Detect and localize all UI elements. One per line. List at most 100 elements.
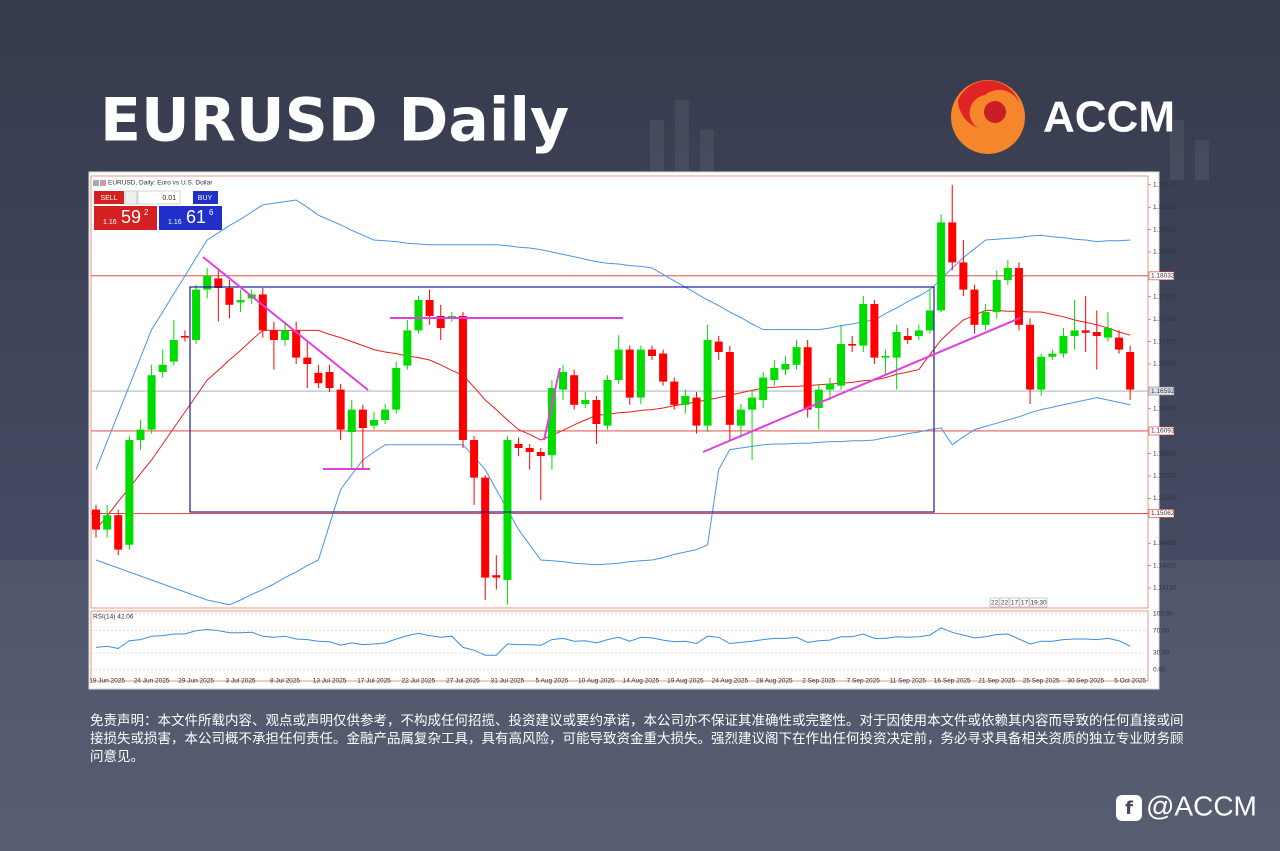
moving-average xyxy=(95,309,1131,530)
candle-body xyxy=(670,381,679,405)
candle-body xyxy=(203,276,212,290)
candle-body xyxy=(158,364,167,372)
candle-body xyxy=(392,368,401,410)
candle-body xyxy=(881,356,890,358)
candle-body xyxy=(859,304,868,346)
chart-label: EURUSD, Daily: Euro vs U.S. Dollar xyxy=(108,180,213,187)
candle-body xyxy=(214,278,223,288)
ask-fraction: 6 xyxy=(209,208,214,217)
svg-text:f: f xyxy=(1125,798,1133,819)
candle-body xyxy=(926,310,934,331)
x-tick-label: 5 Oct 2025 xyxy=(1114,678,1146,685)
candle-body xyxy=(681,396,690,405)
trend-line xyxy=(543,367,561,441)
y-tick-label: 1.15250 xyxy=(1153,495,1177,502)
candle-body xyxy=(192,289,201,340)
candle-body xyxy=(1026,324,1035,390)
x-tick-label: 5 Aug 2025 xyxy=(535,678,568,685)
candle-body xyxy=(314,372,323,384)
x-tick-label: 13 Jul 2025 xyxy=(313,678,347,685)
marks xyxy=(92,184,1135,656)
x-tick-label: 25 Sep 2025 xyxy=(1023,678,1060,685)
candle-body xyxy=(325,372,334,388)
y-tick-label: 1.17210 xyxy=(1153,338,1177,345)
x-tick-label: 24 Aug 2025 xyxy=(712,678,749,685)
rsi-panel xyxy=(90,610,1149,682)
candle-body xyxy=(1103,328,1112,338)
candle-body xyxy=(1037,356,1046,390)
candle-body xyxy=(458,316,467,440)
candle-body xyxy=(347,409,356,432)
rsi-tick-label: 0.00 xyxy=(1153,667,1166,674)
y-tick-label: 1.18890 xyxy=(1153,204,1177,211)
rsi-label: RSI(14) 42.06 xyxy=(93,614,134,621)
candle-body xyxy=(992,280,1001,312)
candle-body xyxy=(948,222,957,263)
candle-body xyxy=(603,380,612,426)
bollinger-upper xyxy=(95,199,1131,470)
candle-body xyxy=(970,289,979,325)
lot-input[interactable] xyxy=(137,190,181,205)
candle-body xyxy=(570,375,579,405)
candle-body xyxy=(236,300,245,303)
candle-body xyxy=(959,262,968,290)
y-tick-label: 1.18330 xyxy=(1153,249,1177,256)
candle-body xyxy=(903,336,912,340)
handle: @ACCM xyxy=(1146,790,1257,821)
candle-body xyxy=(848,344,857,346)
candle-body xyxy=(114,515,123,550)
candle-body xyxy=(169,340,178,362)
range-box xyxy=(189,286,935,513)
bid-box[interactable] xyxy=(94,206,157,230)
x-tick-label: 30 Sep 2025 xyxy=(1067,678,1104,685)
disclaimer: 免责声明：本文件所载内容、观点或声明仅供参考，不构成任何招揽、投资建议或要约承诺… xyxy=(90,713,1184,765)
candle-body xyxy=(981,312,990,325)
buy-button[interactable] xyxy=(193,191,218,204)
candle-body xyxy=(703,340,712,426)
x-tick-label: 16 Sep 2025 xyxy=(934,678,971,685)
rsi-tick-label: 70.00 xyxy=(1153,627,1170,634)
candle-body xyxy=(781,364,790,370)
candle-body xyxy=(370,420,378,426)
x-tick-label: 10 Aug 2025 xyxy=(578,678,615,685)
time-mark: 17 xyxy=(1011,600,1019,607)
candle-body xyxy=(436,316,445,328)
candle-body xyxy=(381,409,390,420)
y-tick-label: 1.14410 xyxy=(1153,562,1177,569)
page-title: EURUSD Daily xyxy=(100,86,569,156)
candle-body xyxy=(625,349,634,398)
x-tick-label: 21 Sep 2025 xyxy=(978,678,1015,685)
candle-body xyxy=(481,477,490,578)
ask-box[interactable] xyxy=(159,206,222,230)
candle-body xyxy=(147,375,156,430)
x-tick-label: 24 Jun 2025 xyxy=(134,678,170,685)
y-tick-label: 1.16370 xyxy=(1153,406,1177,413)
candle-body xyxy=(870,304,879,358)
level-tag xyxy=(1148,509,1175,518)
level-label: 1.15062 xyxy=(1151,510,1175,517)
time-marks: 22 22 17 17 19:30 xyxy=(989,597,1048,608)
y-tick-label: 1.14130 xyxy=(1153,585,1177,592)
bid-fraction: 2 xyxy=(144,208,149,217)
sell-button[interactable] xyxy=(94,191,124,204)
candle-body xyxy=(736,409,745,426)
candle-body xyxy=(92,509,100,530)
candle-body xyxy=(470,440,479,478)
x-tick-label: 28 Aug 2025 xyxy=(756,678,793,685)
candle-body xyxy=(1003,268,1012,280)
candle-body xyxy=(714,341,723,352)
candle-body xyxy=(1059,336,1068,354)
candle-body xyxy=(281,330,290,340)
ask-prefix: 1.16 xyxy=(168,219,182,226)
candle-body xyxy=(125,440,134,545)
candle-body xyxy=(914,330,923,336)
trend-line xyxy=(202,256,369,391)
y-tick-label: 1.16930 xyxy=(1153,361,1177,368)
candle-body xyxy=(636,349,645,398)
time-mark-box xyxy=(999,597,1010,608)
candle-body xyxy=(303,357,312,364)
chart-icon xyxy=(100,180,106,186)
time-mark: 17 xyxy=(1021,600,1029,607)
lot-dropdown[interactable] xyxy=(124,190,138,205)
candle-body xyxy=(336,389,345,430)
